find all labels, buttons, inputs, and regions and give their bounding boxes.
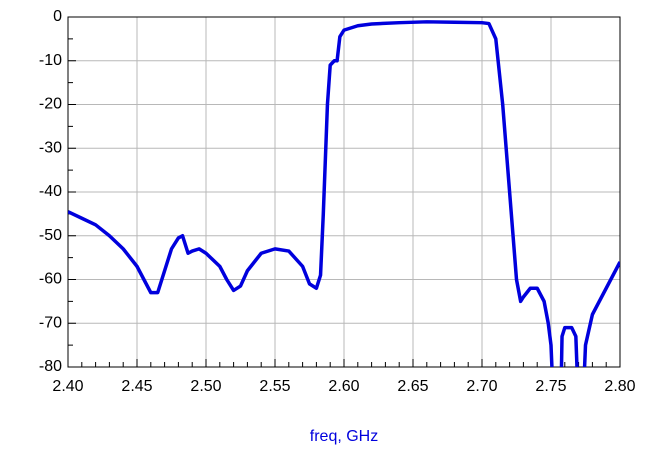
y-tick-label: 0 xyxy=(53,8,62,25)
x-axis-label: freq, GHz xyxy=(310,428,378,445)
data-line xyxy=(68,20,620,367)
x-tick-label: 2.50 xyxy=(190,378,221,395)
plot-frame xyxy=(67,16,621,368)
y-tick-label: -60 xyxy=(39,271,62,288)
y-tick-label: -40 xyxy=(39,183,62,200)
x-tick-label: 2.40 xyxy=(52,378,83,395)
x-tick-label: 2.65 xyxy=(397,378,428,395)
x-tick-label: 2.70 xyxy=(466,378,497,395)
y-tick-label: -20 xyxy=(39,96,62,113)
x-tick-label: 2.80 xyxy=(604,378,635,395)
y-tick-label: -50 xyxy=(39,227,62,244)
x-tick-label: 2.60 xyxy=(328,378,359,395)
y-tick-label: -30 xyxy=(39,139,62,156)
x-tick-label: 2.55 xyxy=(259,378,290,395)
y-tick-label: -80 xyxy=(39,358,62,375)
x-tick-label: 2.45 xyxy=(121,378,152,395)
y-tick-label: -10 xyxy=(39,52,62,69)
y-tick-label: -70 xyxy=(39,314,62,331)
x-tick-label: 2.75 xyxy=(535,378,566,395)
